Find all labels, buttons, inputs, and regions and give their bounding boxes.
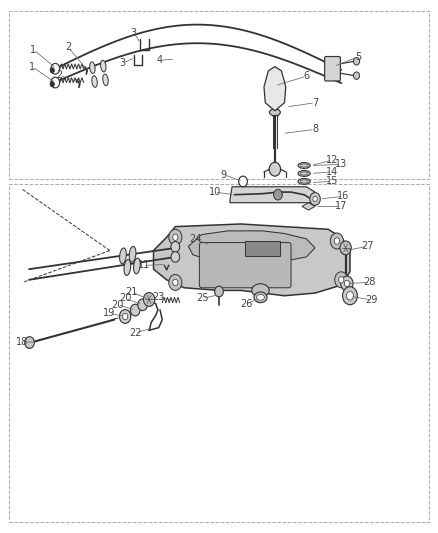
Text: 25: 25 (196, 293, 208, 303)
Circle shape (274, 189, 283, 200)
Circle shape (51, 77, 60, 88)
FancyBboxPatch shape (325, 56, 340, 81)
Text: 2: 2 (65, 43, 71, 52)
Circle shape (171, 241, 180, 252)
Circle shape (339, 277, 344, 283)
Text: 28: 28 (364, 278, 376, 287)
Text: 18: 18 (15, 337, 28, 347)
Ellipse shape (257, 294, 265, 300)
Text: 12: 12 (326, 155, 339, 165)
Circle shape (269, 163, 281, 176)
Ellipse shape (90, 62, 95, 74)
Text: 7: 7 (312, 98, 318, 108)
Ellipse shape (298, 171, 310, 176)
Circle shape (50, 68, 54, 73)
Ellipse shape (120, 248, 126, 264)
Text: 1: 1 (29, 62, 35, 71)
Text: 24: 24 (189, 234, 201, 244)
Text: 10: 10 (208, 187, 221, 197)
Circle shape (310, 192, 320, 205)
Ellipse shape (103, 74, 108, 86)
Text: 23: 23 (152, 292, 165, 302)
Text: 15: 15 (326, 176, 339, 187)
Circle shape (330, 233, 343, 249)
Text: 4: 4 (157, 55, 163, 65)
Circle shape (169, 229, 182, 245)
Ellipse shape (252, 284, 269, 297)
Circle shape (144, 293, 155, 306)
Text: 27: 27 (361, 241, 374, 251)
Circle shape (123, 313, 128, 320)
Circle shape (353, 72, 360, 79)
Polygon shape (153, 224, 350, 296)
Polygon shape (188, 231, 315, 262)
Text: 13: 13 (335, 159, 347, 169)
Text: 17: 17 (335, 201, 347, 212)
Ellipse shape (298, 179, 310, 184)
Circle shape (173, 234, 178, 240)
Circle shape (313, 196, 317, 201)
Text: 3: 3 (119, 59, 125, 68)
Text: 8: 8 (312, 124, 318, 134)
Text: 26: 26 (240, 298, 252, 309)
Circle shape (51, 63, 60, 74)
Circle shape (340, 241, 351, 255)
Circle shape (50, 82, 54, 87)
Circle shape (173, 279, 178, 286)
Ellipse shape (134, 258, 140, 274)
Circle shape (171, 252, 180, 262)
Ellipse shape (269, 109, 280, 116)
Polygon shape (302, 203, 315, 210)
Circle shape (353, 58, 360, 65)
Text: 21: 21 (126, 287, 138, 297)
Circle shape (215, 286, 223, 297)
Ellipse shape (101, 60, 106, 72)
Circle shape (169, 274, 182, 290)
Text: 22: 22 (129, 328, 141, 338)
Circle shape (344, 280, 350, 287)
Ellipse shape (254, 292, 267, 303)
Text: 29: 29 (366, 295, 378, 305)
Text: 19: 19 (103, 308, 115, 318)
Circle shape (334, 238, 339, 244)
Circle shape (335, 272, 348, 288)
Text: 5: 5 (356, 52, 362, 61)
Ellipse shape (129, 246, 136, 262)
Text: 3: 3 (131, 28, 137, 38)
Text: 11: 11 (138, 261, 150, 270)
Ellipse shape (92, 76, 97, 87)
Text: 9: 9 (220, 169, 226, 180)
Circle shape (346, 292, 353, 300)
Text: 6: 6 (303, 71, 309, 81)
Text: 20: 20 (119, 293, 131, 303)
FancyBboxPatch shape (199, 243, 291, 288)
Text: 1: 1 (30, 45, 36, 54)
Polygon shape (264, 67, 286, 111)
Polygon shape (230, 187, 315, 203)
Circle shape (120, 310, 131, 324)
Ellipse shape (124, 260, 131, 276)
Circle shape (341, 276, 353, 291)
Ellipse shape (298, 163, 310, 168)
Circle shape (343, 287, 357, 305)
Circle shape (138, 299, 148, 311)
Text: 2: 2 (57, 70, 63, 80)
Circle shape (25, 337, 34, 349)
Polygon shape (245, 241, 280, 256)
Text: 14: 14 (326, 167, 339, 177)
Circle shape (239, 176, 247, 187)
Text: 20: 20 (112, 300, 124, 310)
Text: 16: 16 (337, 191, 350, 201)
Circle shape (131, 304, 140, 316)
